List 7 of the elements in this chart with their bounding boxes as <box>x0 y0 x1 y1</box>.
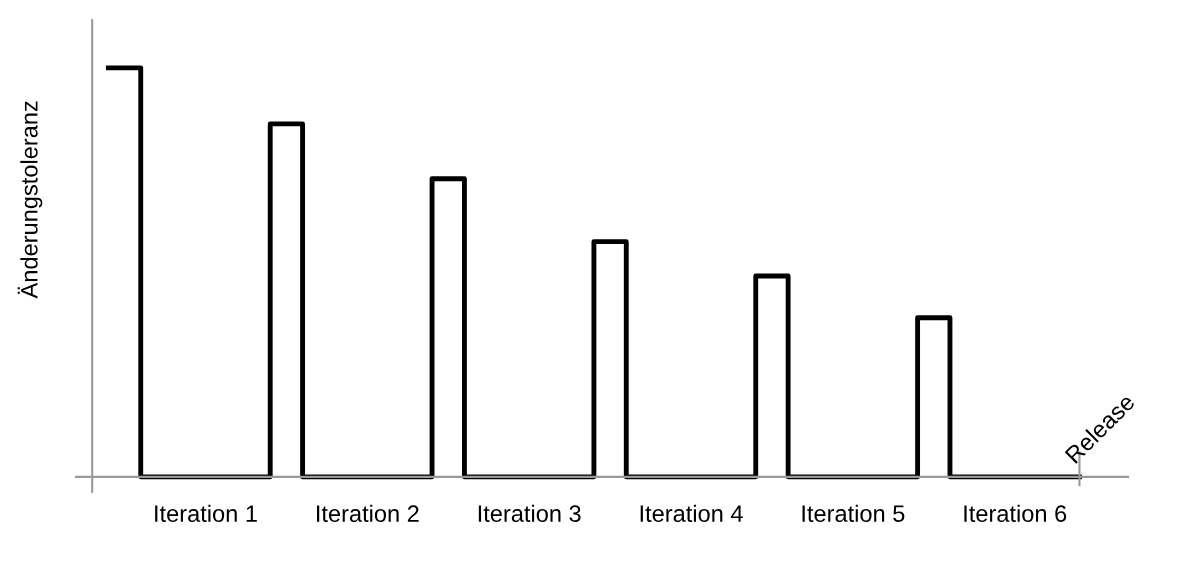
x-tick-label: Iteration 2 <box>317 504 419 522</box>
x-tick-label: Iteration 4 <box>640 504 743 522</box>
x-tick-label: Iteration 6 <box>964 504 1067 522</box>
x-tick-label: Iteration 1 <box>155 504 257 522</box>
x-tick-label: Iteration 3 <box>478 504 581 522</box>
y-axis-title: Änderungstoleranz <box>17 101 43 299</box>
x-tick-label: Iteration 5 <box>802 504 905 522</box>
